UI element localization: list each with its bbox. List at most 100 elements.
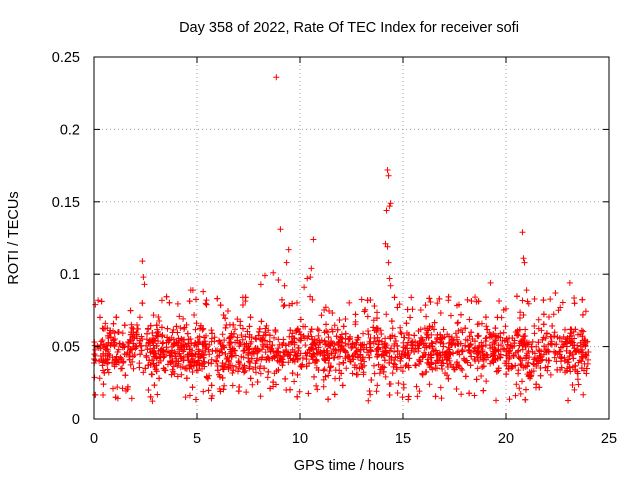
data-point [503, 335, 510, 342]
data-point [579, 296, 586, 303]
data-point [474, 365, 481, 372]
data-point [153, 332, 160, 339]
data-point [347, 333, 354, 340]
data-point [571, 294, 578, 301]
data-point [521, 259, 528, 266]
data-point [272, 327, 279, 334]
data-point [174, 300, 181, 307]
data-point [443, 354, 450, 361]
data-point [580, 391, 587, 398]
data-point [535, 360, 542, 367]
data-point [365, 397, 372, 404]
data-point [483, 356, 490, 363]
data-point [459, 347, 466, 354]
data-point [92, 391, 99, 398]
data-point [350, 356, 357, 363]
data-point [219, 366, 226, 373]
data-point [445, 375, 452, 382]
data-point [238, 332, 245, 339]
data-point [571, 386, 578, 393]
data-point [453, 364, 460, 371]
data-point [531, 330, 538, 337]
data-point [293, 299, 300, 306]
data-point [522, 396, 529, 403]
data-point [164, 334, 171, 341]
data-point [547, 340, 554, 347]
data-point [214, 295, 221, 302]
data-point [353, 371, 360, 378]
data-point [262, 349, 269, 356]
data-point [374, 346, 381, 353]
data-point [235, 358, 242, 365]
data-point [326, 355, 333, 362]
data-point [415, 345, 422, 352]
data-point [458, 311, 465, 318]
data-point [267, 385, 274, 392]
data-point [248, 355, 255, 362]
data-point [375, 361, 382, 368]
data-point [572, 326, 579, 333]
data-point [471, 392, 478, 399]
data-point [577, 339, 584, 346]
data-point [379, 364, 386, 371]
data-point [208, 338, 215, 345]
data-point [428, 352, 435, 359]
data-point [197, 353, 204, 360]
data-point [333, 333, 340, 340]
data-point [155, 359, 162, 366]
data-point [136, 364, 143, 371]
data-point [182, 394, 189, 401]
data-point [114, 348, 121, 355]
data-point [309, 296, 316, 303]
data-point [427, 361, 434, 368]
data-point [377, 327, 384, 334]
data-point [193, 320, 200, 327]
data-point [174, 329, 181, 336]
data-point [198, 365, 205, 372]
data-point [367, 348, 374, 355]
data-point [394, 342, 401, 349]
data-point [166, 299, 173, 306]
data-point [583, 365, 590, 372]
data-point [224, 308, 231, 315]
data-point [497, 351, 504, 358]
data-point [194, 339, 201, 346]
data-point [394, 347, 401, 354]
data-point [273, 74, 280, 81]
data-point [468, 329, 475, 336]
data-point [192, 396, 199, 403]
data-point [358, 342, 365, 349]
data-point [313, 382, 320, 389]
data-point [128, 321, 135, 328]
data-point [246, 323, 253, 330]
data-point [427, 299, 434, 306]
data-point [559, 299, 566, 306]
data-point [434, 365, 441, 372]
data-point [313, 358, 320, 365]
data-point [367, 296, 374, 303]
data-point [392, 361, 399, 368]
data-point [189, 287, 196, 294]
data-point [237, 340, 244, 347]
data-point [537, 365, 544, 372]
data-point [119, 365, 126, 372]
data-point [429, 366, 436, 373]
data-point [147, 393, 154, 400]
data-point [246, 334, 253, 341]
data-point [202, 348, 209, 355]
data-point [388, 318, 395, 325]
data-point [389, 370, 396, 377]
data-point [519, 229, 526, 236]
data-point [168, 349, 175, 356]
data-point [544, 363, 551, 370]
data-point [513, 381, 520, 388]
data-point [259, 336, 266, 343]
data-point [326, 308, 333, 315]
data-point [379, 363, 386, 370]
data-point [557, 353, 564, 360]
data-point [341, 347, 348, 354]
data-point [140, 274, 147, 281]
data-point [274, 357, 281, 364]
data-point [502, 323, 509, 330]
data-point [430, 348, 437, 355]
